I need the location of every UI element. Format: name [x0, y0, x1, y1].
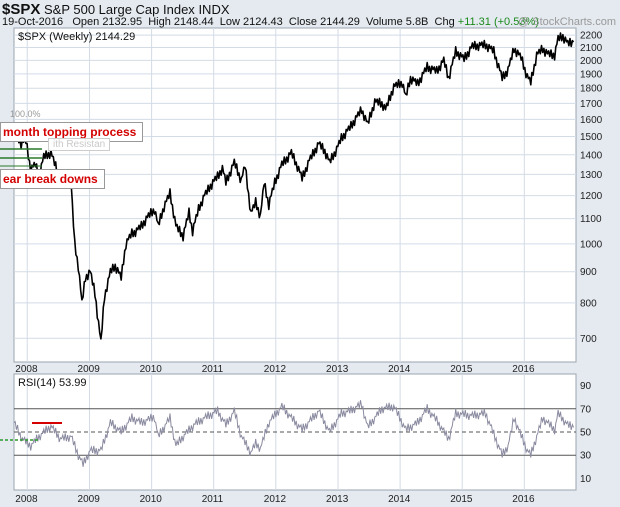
rsi-year-label: 2008 — [15, 494, 38, 505]
rsi-x-axis: 2008 2009 2010 2011 2012 2013 2014 2015 2016 — [15, 494, 535, 505]
price-tick-label: 2200 — [580, 31, 603, 42]
rsi-year-label: 2014 — [388, 494, 411, 505]
quote-date: 19-Oct-2016 — [2, 16, 64, 28]
close-value: 2144.29 — [320, 16, 360, 28]
exchange: INDX — [198, 2, 230, 17]
chg-value: +11.31 (+0.53%) — [457, 16, 539, 28]
rsi-tick-label: 70 — [580, 404, 592, 415]
quote-row: 19-Oct-2016 Open 2132.95 High 2148.44 Lo… — [2, 16, 539, 28]
callout-resistance-partial: ith Resistan — [48, 138, 111, 151]
price-tick-label: 1800 — [580, 84, 603, 95]
price-tick-label: 1000 — [580, 239, 603, 250]
price-tick-label: 1700 — [580, 99, 603, 110]
rsi-year-label: 2015 — [450, 494, 473, 505]
open-label: Open — [72, 16, 100, 28]
rsi-grid — [14, 374, 576, 490]
chart-title-row: $SPX S&P 500 Large Cap Index INDX — [2, 1, 230, 18]
rsi-series-line — [13, 400, 575, 467]
price-tick-label: 1500 — [580, 132, 603, 143]
price-year-label: 2010 — [140, 364, 163, 375]
price-year-label: 2009 — [78, 364, 101, 375]
price-tick-label: 2100 — [580, 43, 603, 54]
callout-topping-process: month topping process — [0, 122, 144, 142]
price-tick-label: 1100 — [580, 214, 602, 225]
rsi-legend: RSI(14) 53.99 — [18, 377, 86, 389]
price-x-axis: 2008 2009 2010 2011 2012 2013 2014 2015 2016 — [15, 364, 535, 375]
rsi-tick-label: 30 — [580, 451, 592, 462]
rsi-year-label: 2012 — [264, 494, 287, 505]
rsi-year-label: 2013 — [326, 494, 349, 505]
price-year-label: 2012 — [264, 364, 287, 375]
rsi-tick-label: 50 — [580, 428, 592, 439]
price-year-label: 2015 — [450, 364, 473, 375]
price-year-label: 2016 — [512, 364, 535, 375]
rsi-y-axis: 10 30 50 70 90 — [580, 381, 592, 485]
low-value: 2124.43 — [243, 16, 283, 28]
price-tick-label: 1600 — [580, 115, 603, 126]
price-series-line — [13, 32, 575, 340]
volume-value: 5.8B — [405, 16, 429, 28]
low-label: Low — [219, 16, 240, 28]
price-y-axis: 700 800 900 1000 1100 1200 1300 1400 1500 1600 170… — [580, 31, 603, 345]
price-tick-label: 1400 — [580, 150, 603, 161]
stockcharts-credit: @ StockCharts.com — [518, 16, 616, 28]
callout-break-downs: ear break downs — [0, 169, 105, 189]
volume-label: Volume — [366, 16, 403, 28]
rsi-year-label: 2011 — [202, 494, 224, 505]
chg-label: Chg — [434, 16, 455, 28]
pct-label: 100.0% — [10, 109, 41, 119]
price-tick-label: 900 — [580, 267, 597, 278]
price-year-label: 2013 — [326, 364, 349, 375]
price-legend: $SPX (Weekly) 2144.29 — [18, 31, 135, 43]
price-year-label: 2011 — [202, 364, 224, 375]
price-tick-label: 1300 — [580, 170, 603, 181]
price-tick-label: 800 — [580, 298, 597, 309]
price-tick-label: 1900 — [580, 69, 603, 80]
price-year-label: 2008 — [15, 364, 38, 375]
rsi-year-label: 2009 — [78, 494, 101, 505]
rsi-tick-label: 90 — [580, 381, 592, 392]
high-value: 2148.44 — [173, 16, 214, 28]
price-tick-label: 1200 — [580, 191, 603, 202]
rsi-year-label: 2010 — [140, 494, 163, 505]
open-value: 2132.95 — [102, 16, 143, 28]
symbol: $SPX — [2, 1, 41, 18]
price-year-label: 2014 — [388, 364, 411, 375]
price-tick-label: 2000 — [580, 56, 603, 67]
index-name: S&P 500 Large Cap Index — [43, 2, 195, 17]
close-label: Close — [288, 16, 318, 28]
rsi-year-label: 2016 — [512, 494, 535, 505]
price-tick-label: 700 — [580, 334, 597, 345]
rsi-tick-label: 10 — [580, 474, 592, 485]
price-plot-area — [13, 27, 577, 363]
high-label: High — [148, 16, 171, 28]
